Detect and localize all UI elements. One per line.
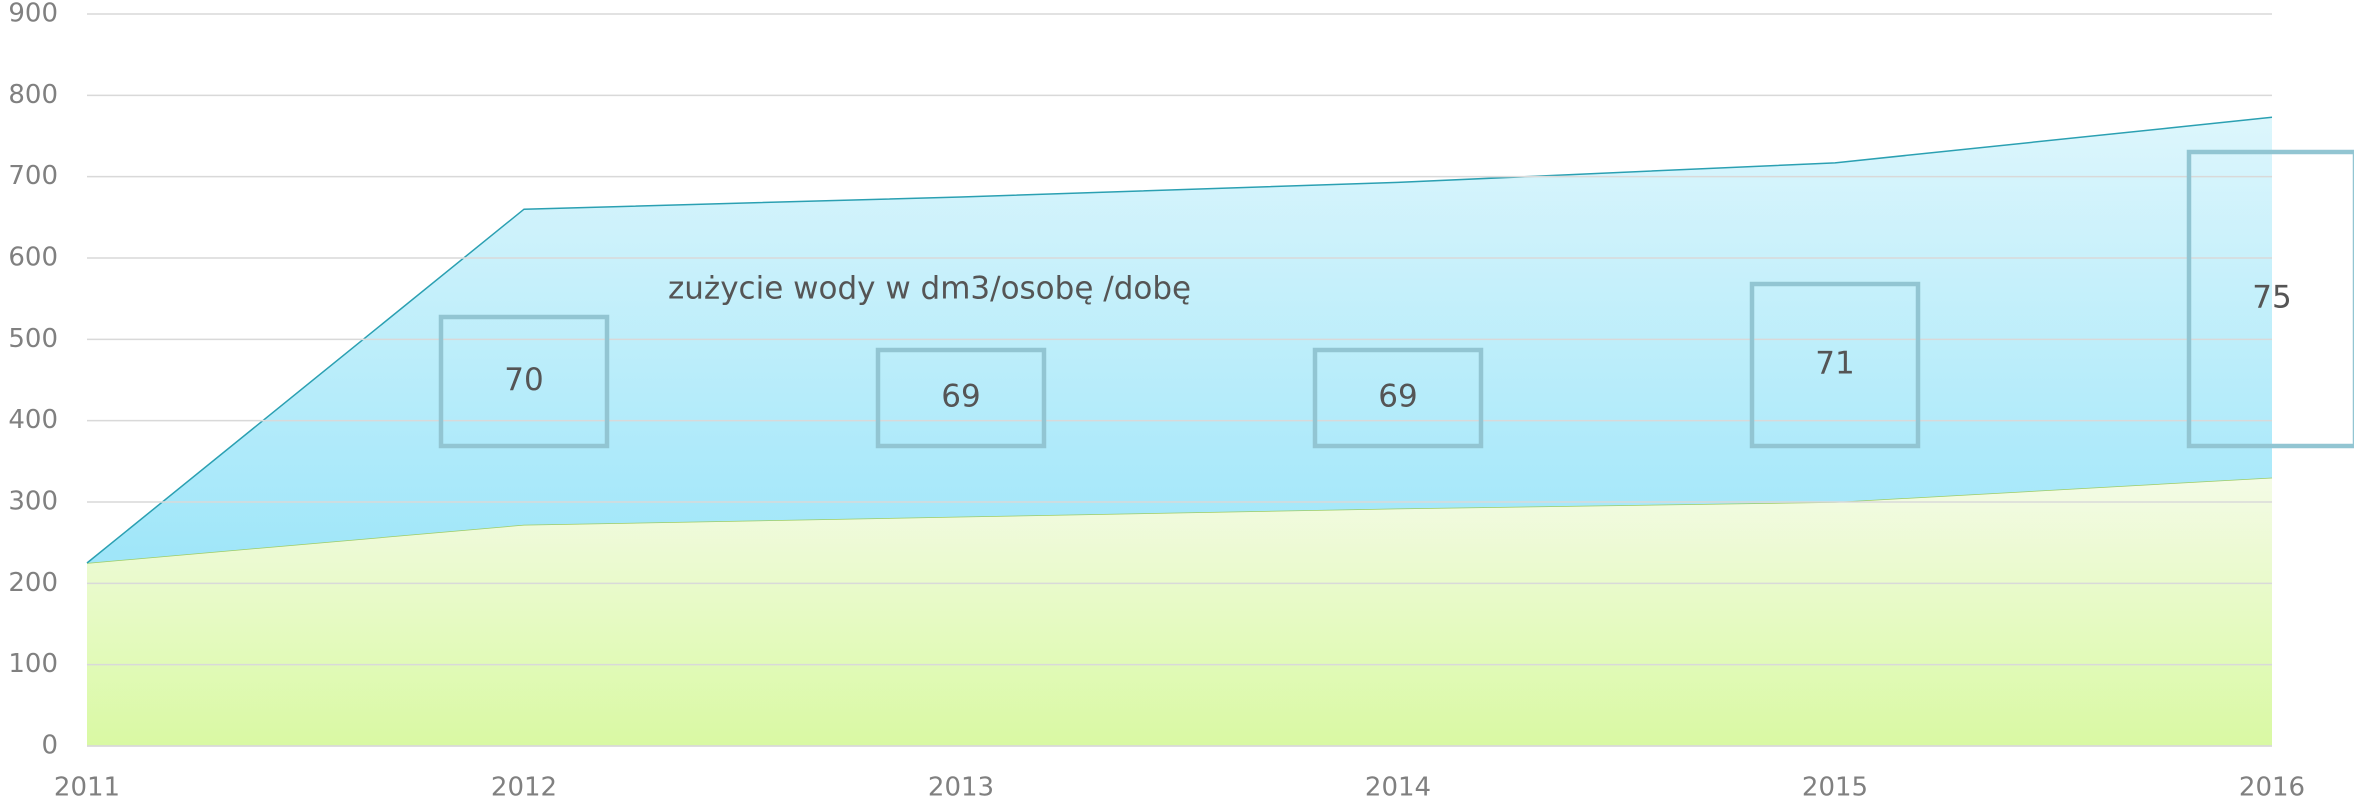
label-box [1312, 347, 1484, 449]
y-tick-label: 800 [8, 80, 58, 110]
label-box [2186, 149, 2354, 449]
y-tick-label: 900 [8, 0, 58, 29]
label-box [438, 314, 610, 449]
y-tick-label: 0 [41, 731, 58, 761]
y-tick-label: 600 [8, 243, 58, 273]
x-tick-label: 2014 [1365, 773, 1431, 803]
y-tick-label: 400 [8, 405, 58, 435]
label-box [1749, 281, 1921, 449]
data-label: 75 [2252, 280, 2291, 316]
data-label: 71 [1815, 346, 1854, 382]
x-tick-label: 2013 [928, 773, 994, 803]
y-tick-label: 500 [8, 324, 58, 354]
x-tick-label: 2012 [491, 773, 557, 803]
y-tick-label: 100 [8, 649, 58, 679]
label-box [875, 347, 1047, 449]
y-tick-label: 700 [8, 161, 58, 191]
x-tick-label: 2015 [1802, 773, 1868, 803]
y-tick-label: 300 [8, 487, 58, 517]
annotation-text: zużycie wody w dm3/osobę /dobę [668, 271, 1191, 307]
area-line [86, 116, 2273, 564]
data-label: 69 [1378, 379, 1417, 415]
data-label: 70 [504, 362, 543, 398]
area [87, 117, 2272, 563]
area [87, 477, 2272, 746]
x-tick-label: 2011 [54, 773, 120, 803]
x-tick-label: 2016 [2239, 773, 2305, 803]
data-label: 69 [941, 379, 980, 415]
y-tick-label: 200 [8, 568, 58, 598]
